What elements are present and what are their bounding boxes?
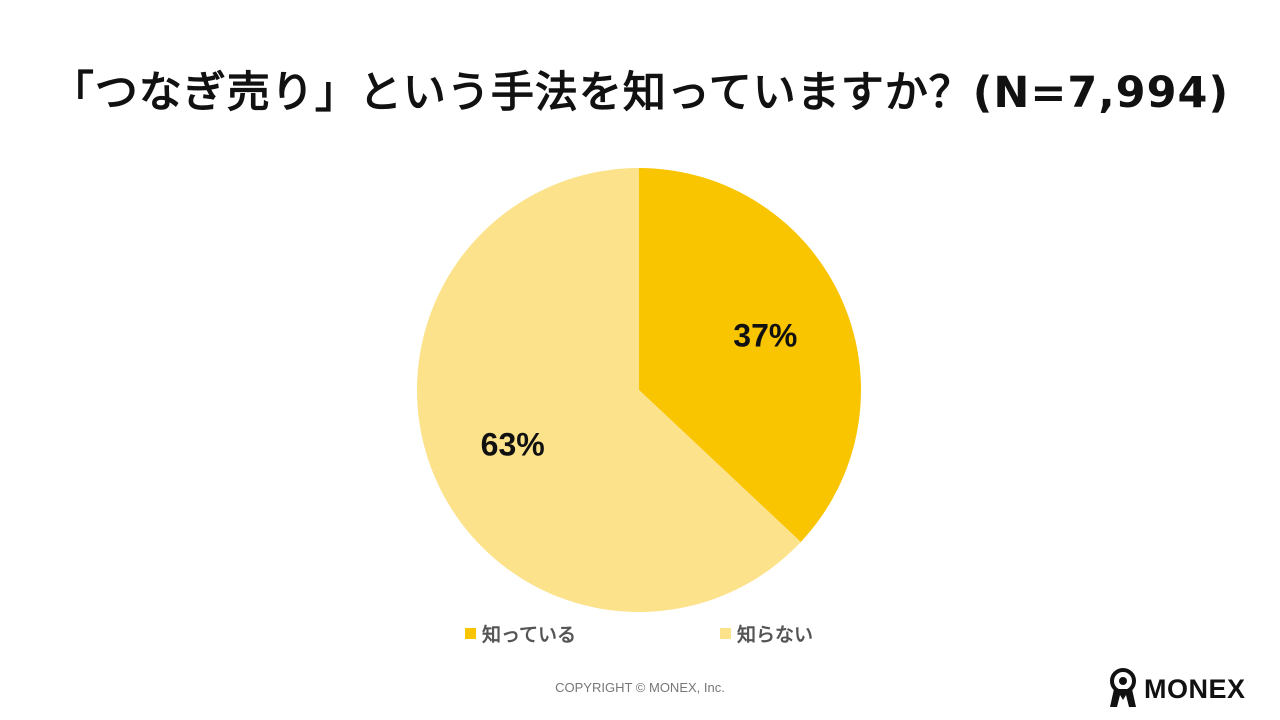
pie-slice-unknown — [417, 168, 801, 613]
legend-label-unknown: 知らない — [737, 624, 814, 646]
pie-slice-label-known: 37% — [733, 317, 797, 353]
monex-figure-icon — [1110, 668, 1136, 707]
legend-item-unknown[interactable]: 知らない — [720, 620, 813, 647]
chart-title: 「つなぎ売り」という手法を知っていますか？(N=7,994) — [50, 68, 1230, 118]
legend-swatch-known — [465, 628, 476, 639]
legend-swatch-unknown — [720, 628, 731, 639]
copyright-text: COPYRIGHT © MONEX, Inc. — [555, 680, 725, 695]
legend-item-known[interactable]: 知っている — [465, 620, 576, 647]
legend-label-known: 知っている — [482, 624, 577, 646]
monex-logo: MONEX — [1106, 666, 1246, 712]
legend: 知っている 知らない — [0, 620, 1280, 646]
pie-slice-label-unknown: 63% — [481, 427, 545, 463]
pie-slice-known — [639, 168, 862, 542]
logo-text: MONEX — [1144, 673, 1246, 704]
